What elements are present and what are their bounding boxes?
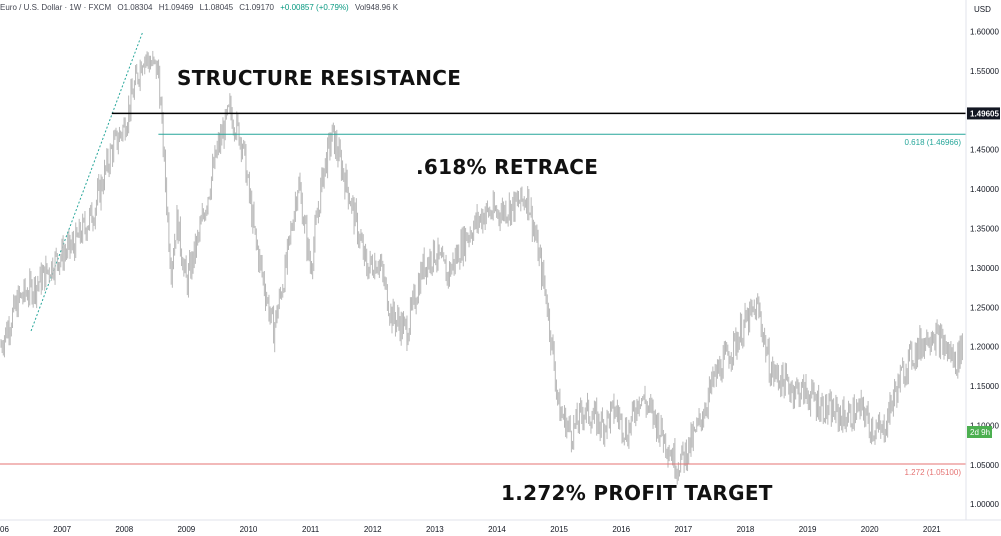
ohlc-close: C1.09170 [239, 3, 274, 12]
y-tick-label: 1.55000 [970, 67, 999, 76]
x-tick-label: 2013 [426, 525, 444, 534]
y-tick-label: 1.00000 [970, 500, 999, 509]
x-tick-label: 2016 [612, 525, 630, 534]
profit-target-annotation: 1.272% PROFIT TARGET [501, 481, 773, 505]
x-tick-label: 2008 [115, 525, 133, 534]
x-tick-label: 2019 [799, 525, 817, 534]
retrace-618-label: 0.618 (1.46966) [905, 138, 962, 147]
level-labels: 1.49605 0.618 (1.46966) 1.272 (1.05100) 2d … [905, 107, 1000, 477]
y-tick-label: 1.35000 [970, 224, 999, 233]
y-tick-label: 1.45000 [970, 146, 999, 155]
bar-countdown-label: 2d 9h [970, 428, 990, 437]
x-tick-label: 2012 [364, 525, 382, 534]
ohlc-high: H1.09469 [158, 3, 194, 12]
volume: Vol948.96 K [354, 3, 399, 12]
price-change: +0.00857 (+0.79%) [280, 3, 349, 12]
x-tick-label: 2011 [302, 525, 320, 534]
ohlc-open: O1.08304 [117, 3, 153, 12]
x-tick-label: 2020 [861, 525, 879, 534]
x-tick-label: 2015 [550, 525, 568, 534]
y-tick-label: 1.60000 [970, 28, 999, 37]
symbol-title[interactable]: Euro / U.S. Dollar · 1W · FXCM [0, 3, 112, 12]
x-tick-label: 06 [0, 525, 9, 534]
y-tick-label: 1.15000 [970, 382, 999, 391]
target-1272-label: 1.272 (1.05100) [905, 468, 962, 477]
y-tick-label: 1.25000 [970, 303, 999, 312]
y-tick-label: 1.30000 [970, 264, 999, 273]
x-tick-label: 2018 [737, 525, 755, 534]
x-tick-label: 2009 [177, 525, 195, 534]
y-tick-label: 1.20000 [970, 343, 999, 352]
ohlc-low: L1.08045 [199, 3, 234, 12]
symbol-header: Euro / U.S. Dollar · 1W · FXCM O1.08304 … [0, 3, 402, 12]
currency-label[interactable]: USD [974, 5, 991, 14]
x-tick-label: 2021 [923, 525, 941, 534]
y-tick-label: 1.10000 [970, 421, 999, 430]
bar-countdown-badge [967, 425, 992, 438]
x-tick-label: 2010 [240, 525, 258, 534]
y-tick-label: 1.05000 [970, 461, 999, 470]
structure-resistance-annotation: STRUCTURE RESISTANCE [177, 66, 462, 90]
resistance-price-label: 1.49605 [970, 109, 999, 118]
retrace-annotation: .618% RETRACE [416, 155, 599, 179]
price-series [0, 50, 963, 485]
x-tick-label: 2014 [488, 525, 506, 534]
time-axis[interactable]: 06 2007 2008 2009 2010 2011 2012 2013 2014 2015 20… [0, 525, 941, 534]
x-tick-label: 2017 [674, 525, 692, 534]
horizontal-levels[interactable] [0, 112, 966, 465]
x-tick-label: 2007 [53, 525, 71, 534]
resistance-price-badge [967, 107, 1000, 120]
y-tick-label: 1.40000 [970, 185, 999, 194]
